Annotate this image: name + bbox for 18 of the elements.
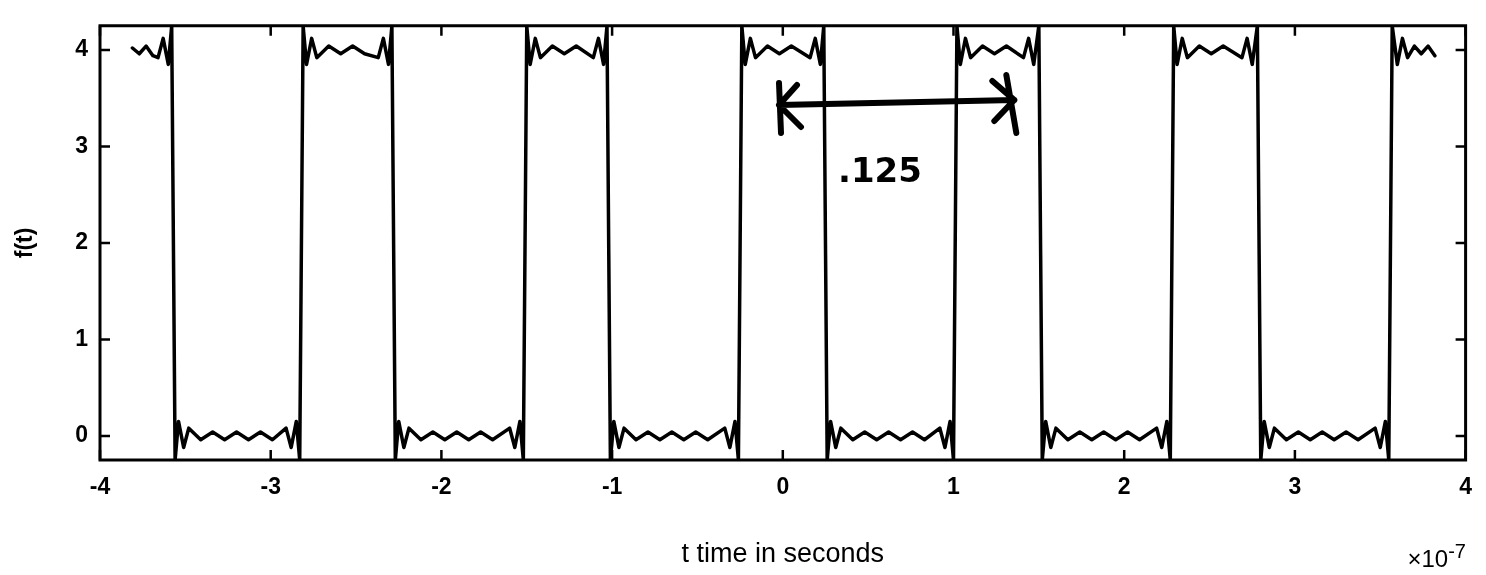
x-tick-label: 2 [1117, 473, 1131, 500]
y-axis-title: f(t) [11, 227, 38, 259]
y-tick-label: 1 [75, 324, 89, 351]
x-tick-label: 0 [776, 473, 790, 500]
x-tick-label: -3 [260, 473, 281, 500]
x-tick-label: 3 [1288, 473, 1302, 500]
x-axis-title: t time in seconds [681, 538, 885, 569]
x-tick-label: -4 [89, 473, 111, 500]
x-tick-label: 1 [947, 473, 961, 500]
text: ×10$^{-7}$ [1407, 540, 1466, 573]
y-tick-label: 3 [75, 131, 88, 158]
y-tick-label: 0 [75, 421, 88, 448]
x-tick-label: -1 [601, 473, 623, 500]
x-tick-label: -2 [431, 473, 452, 500]
x-tick-label: 4 [1459, 473, 1473, 500]
y-tick-label: 2 [75, 228, 88, 255]
y-tick-label: 4 [75, 35, 89, 62]
annotation: .125 [838, 150, 922, 190]
